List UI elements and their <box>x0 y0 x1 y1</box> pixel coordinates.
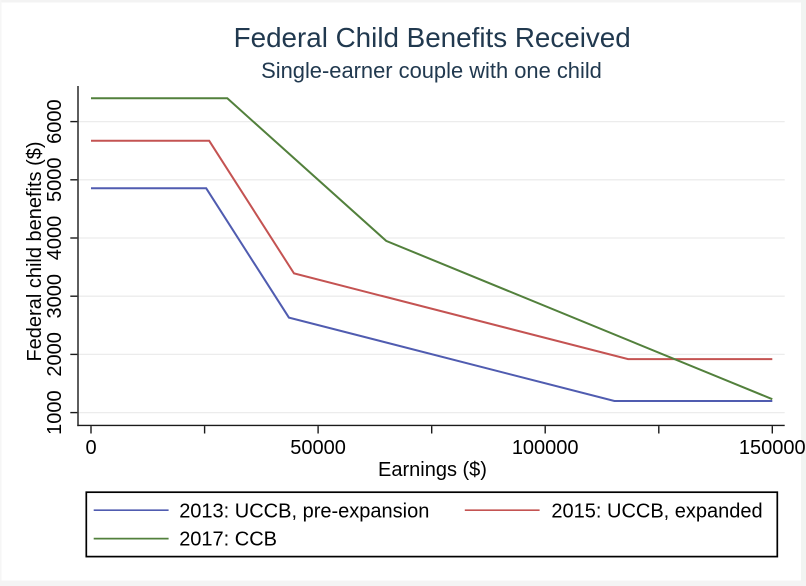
svg-text:2017: CCB: 2017: CCB <box>179 528 277 550</box>
svg-text:3000: 3000 <box>44 274 66 319</box>
svg-text:Single-earner couple with one: Single-earner couple with one child <box>261 58 602 83</box>
svg-text:4000: 4000 <box>44 216 66 261</box>
svg-text:Earnings ($): Earnings ($) <box>378 459 487 481</box>
svg-text:2013: UCCB, pre-expansion: 2013: UCCB, pre-expansion <box>179 501 429 523</box>
svg-text:150000: 150000 <box>739 437 806 459</box>
svg-text:2000: 2000 <box>44 332 66 377</box>
svg-text:5000: 5000 <box>44 158 66 203</box>
svg-text:Federal Child Benefits Receive: Federal Child Benefits Received <box>234 22 631 53</box>
svg-text:6000: 6000 <box>44 99 66 144</box>
svg-text:50000: 50000 <box>290 437 346 459</box>
svg-text:Federal child benefits ($): Federal child benefits ($) <box>24 141 46 361</box>
svg-text:100000: 100000 <box>512 437 579 459</box>
svg-text:2015: UCCB, expanded: 2015: UCCB, expanded <box>551 501 762 523</box>
svg-text:0: 0 <box>85 437 96 459</box>
svg-text:1000: 1000 <box>44 390 66 435</box>
